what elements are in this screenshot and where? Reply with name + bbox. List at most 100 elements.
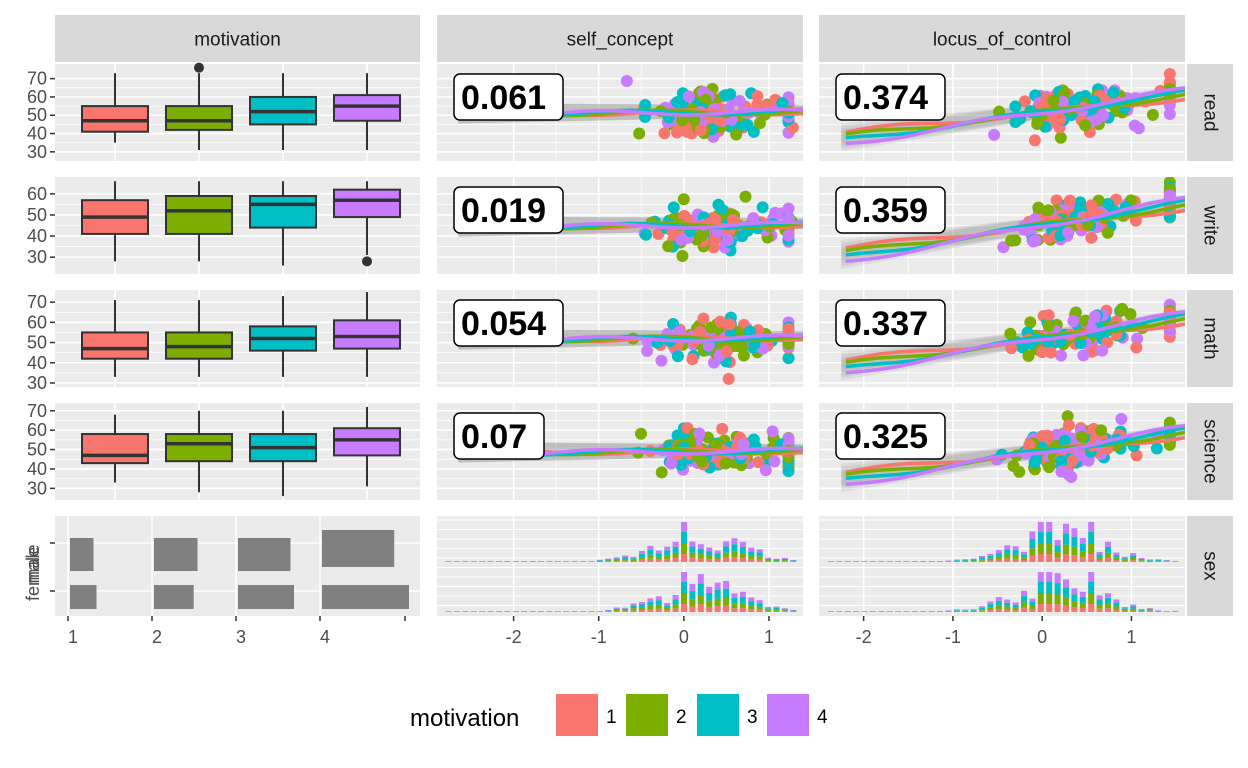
sex-hist-bar	[723, 598, 730, 606]
legend-label-2: 2	[676, 707, 687, 728]
point	[677, 193, 690, 206]
sex-hist-bar	[962, 610, 969, 611]
sex-hist-bar	[1088, 532, 1095, 544]
sex-hist-bar	[714, 606, 721, 612]
point	[988, 128, 1001, 141]
sex-hist-bar	[979, 557, 986, 560]
point	[655, 466, 668, 479]
sex-hist-bar	[706, 600, 713, 607]
sex-hist-bar	[1146, 560, 1153, 561]
point	[743, 325, 756, 338]
sex-hist-bar	[1037, 554, 1044, 562]
sex-hist-bar	[731, 544, 738, 552]
sex-hist-bar	[748, 547, 755, 552]
sex-hist-bar	[638, 607, 645, 610]
corr-label-science-locus_of_control: 0.325	[843, 418, 928, 456]
sex-hist-bar	[1113, 560, 1120, 562]
point	[753, 117, 766, 130]
sex-hist-bar	[1138, 561, 1145, 562]
point	[759, 464, 772, 477]
sex-hist-bar	[970, 610, 977, 612]
sex-hist-bar	[1046, 582, 1053, 594]
sex-bar-male-1	[70, 538, 94, 571]
x-tick-label-locus_of_control: -1	[945, 627, 961, 647]
point	[1088, 310, 1101, 323]
sex-hist-bar	[1138, 611, 1145, 612]
sex-hist-bar	[681, 544, 687, 554]
x-tick-label-self_concept: 0	[679, 627, 689, 647]
sex-hist-bar	[1071, 546, 1078, 556]
sex-hist-bar	[706, 586, 713, 593]
sex-hist-bar	[1163, 560, 1170, 562]
sex-hist-bar	[1155, 561, 1162, 562]
sex-hist-bar	[1029, 539, 1036, 549]
box	[165, 105, 233, 131]
sex-hist-bar	[706, 559, 713, 562]
sex-hist-bar	[613, 611, 620, 612]
point	[676, 249, 689, 262]
y-tick-label: 50	[27, 105, 47, 125]
sex-hist-bar	[655, 556, 662, 560]
sex-hist-bar	[1054, 545, 1061, 553]
sex-hist-bar	[970, 560, 977, 562]
y-tick-label: 70	[27, 292, 47, 312]
sex-hist-bar	[689, 583, 696, 591]
sex-hist-bar	[681, 594, 687, 604]
y-tick-label: 50	[27, 333, 47, 353]
sex-hist-bar	[1054, 552, 1061, 558]
sex-hist-bar	[1113, 606, 1120, 610]
sex-hist-bar	[970, 609, 977, 611]
sex-hist-bar	[664, 550, 671, 556]
sex-hist-bar	[765, 606, 772, 609]
sex-hist-bar	[622, 607, 629, 609]
sex-hist-bar	[1146, 559, 1153, 561]
sex-hist-bar	[781, 557, 788, 559]
point	[768, 455, 781, 468]
point	[1005, 234, 1018, 247]
strip-self_concept	[437, 15, 803, 62]
box	[333, 94, 401, 122]
sex-hist-bar	[987, 601, 994, 605]
sex-hist-bar	[672, 546, 679, 553]
sex-bar-male-2	[154, 538, 198, 571]
sex-hist-bar	[987, 609, 994, 612]
sex-hist-bar	[1079, 557, 1086, 562]
sex-hist-bar	[664, 558, 671, 562]
box	[165, 194, 233, 235]
point	[1009, 115, 1022, 128]
strip-locus_of_control	[819, 15, 1185, 62]
strip-science	[1187, 403, 1233, 500]
sex-hist-bar	[1063, 523, 1069, 534]
sex-hist-bar	[1012, 558, 1019, 562]
sex-hist-bar	[979, 560, 986, 562]
sex-hist-bar	[739, 596, 746, 603]
sex-hist-bar	[714, 598, 721, 607]
sex-hist-bar	[1046, 572, 1053, 582]
sex-hist-bar	[1088, 604, 1095, 612]
sex-hist-bar	[731, 593, 738, 598]
sex-hist-bar	[655, 550, 662, 554]
sex-hist-bar	[748, 601, 755, 606]
sex-hist-bar	[714, 556, 721, 560]
boxplot-read-4	[333, 73, 401, 151]
sex-hist-bar	[748, 605, 755, 610]
sex-hist-bar	[1104, 593, 1111, 598]
sex-hist-bar	[664, 605, 671, 608]
sex-hist-bar	[970, 611, 977, 612]
sex-hist-bar	[1004, 554, 1011, 559]
y-tick-label: 60	[27, 312, 47, 332]
sex-hist-bar	[1046, 604, 1053, 612]
sex-hist-bar	[1063, 533, 1069, 545]
sex-hist-bar	[1029, 609, 1036, 612]
sex-hist-bar	[672, 608, 679, 612]
sex-hist-bar	[638, 559, 645, 562]
sex-hist-bar	[723, 605, 730, 612]
sex-hist-bar	[1130, 606, 1137, 609]
sex-hist-bar	[1079, 591, 1086, 597]
sex-hist-bar	[995, 559, 1002, 562]
sex-hist-bar	[995, 556, 1002, 560]
sex-hist-bar	[765, 557, 772, 559]
sex-hist-bar	[1130, 610, 1137, 612]
sex-hist-bar	[731, 551, 738, 558]
sex-hist-bar	[995, 600, 1002, 606]
